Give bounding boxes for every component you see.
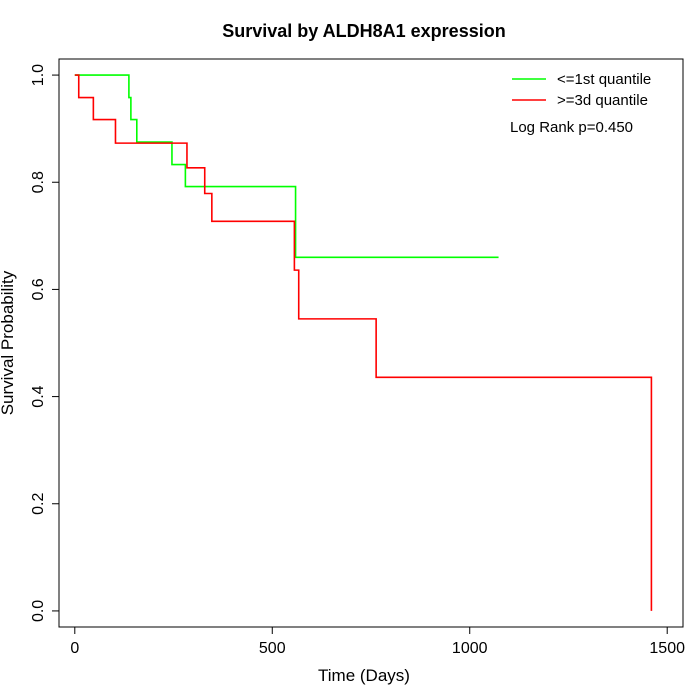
series-layer xyxy=(74,74,653,611)
series-line-low-quantile xyxy=(74,74,499,259)
legend-label-low: <=1st quantile xyxy=(557,71,651,88)
y-tick-label: 0.0 xyxy=(30,600,47,622)
legend-label-high: >=3d quantile xyxy=(557,92,648,109)
log-rank-annotation: Log Rank p=0.450 xyxy=(510,119,633,136)
x-tick-label: 1000 xyxy=(452,640,488,657)
y-tick-label: 0.6 xyxy=(30,278,47,300)
y-axis-label: Survival Probability xyxy=(0,270,17,415)
x-tick-label: 500 xyxy=(259,640,286,657)
y-axis: 0.0 0.2 0.4 0.6 0.8 1.0 xyxy=(30,64,60,622)
plot-frame xyxy=(58,58,684,628)
legend: <=1st quantile >=3d quantile xyxy=(512,71,651,109)
series-line-high-quantile xyxy=(74,74,653,611)
x-axis-label: Time (Days) xyxy=(318,666,410,685)
chart-title: Survival by ALDH8A1 expression xyxy=(222,21,505,41)
y-tick-label: 0.2 xyxy=(30,493,47,515)
x-tick-label: 1500 xyxy=(649,640,685,657)
x-axis: 0 500 1000 1500 xyxy=(70,626,685,657)
y-tick-label: 0.8 xyxy=(30,171,47,193)
x-tick-label: 0 xyxy=(70,640,79,657)
y-tick-label: 1.0 xyxy=(30,64,47,86)
y-tick-label: 0.4 xyxy=(30,385,47,407)
